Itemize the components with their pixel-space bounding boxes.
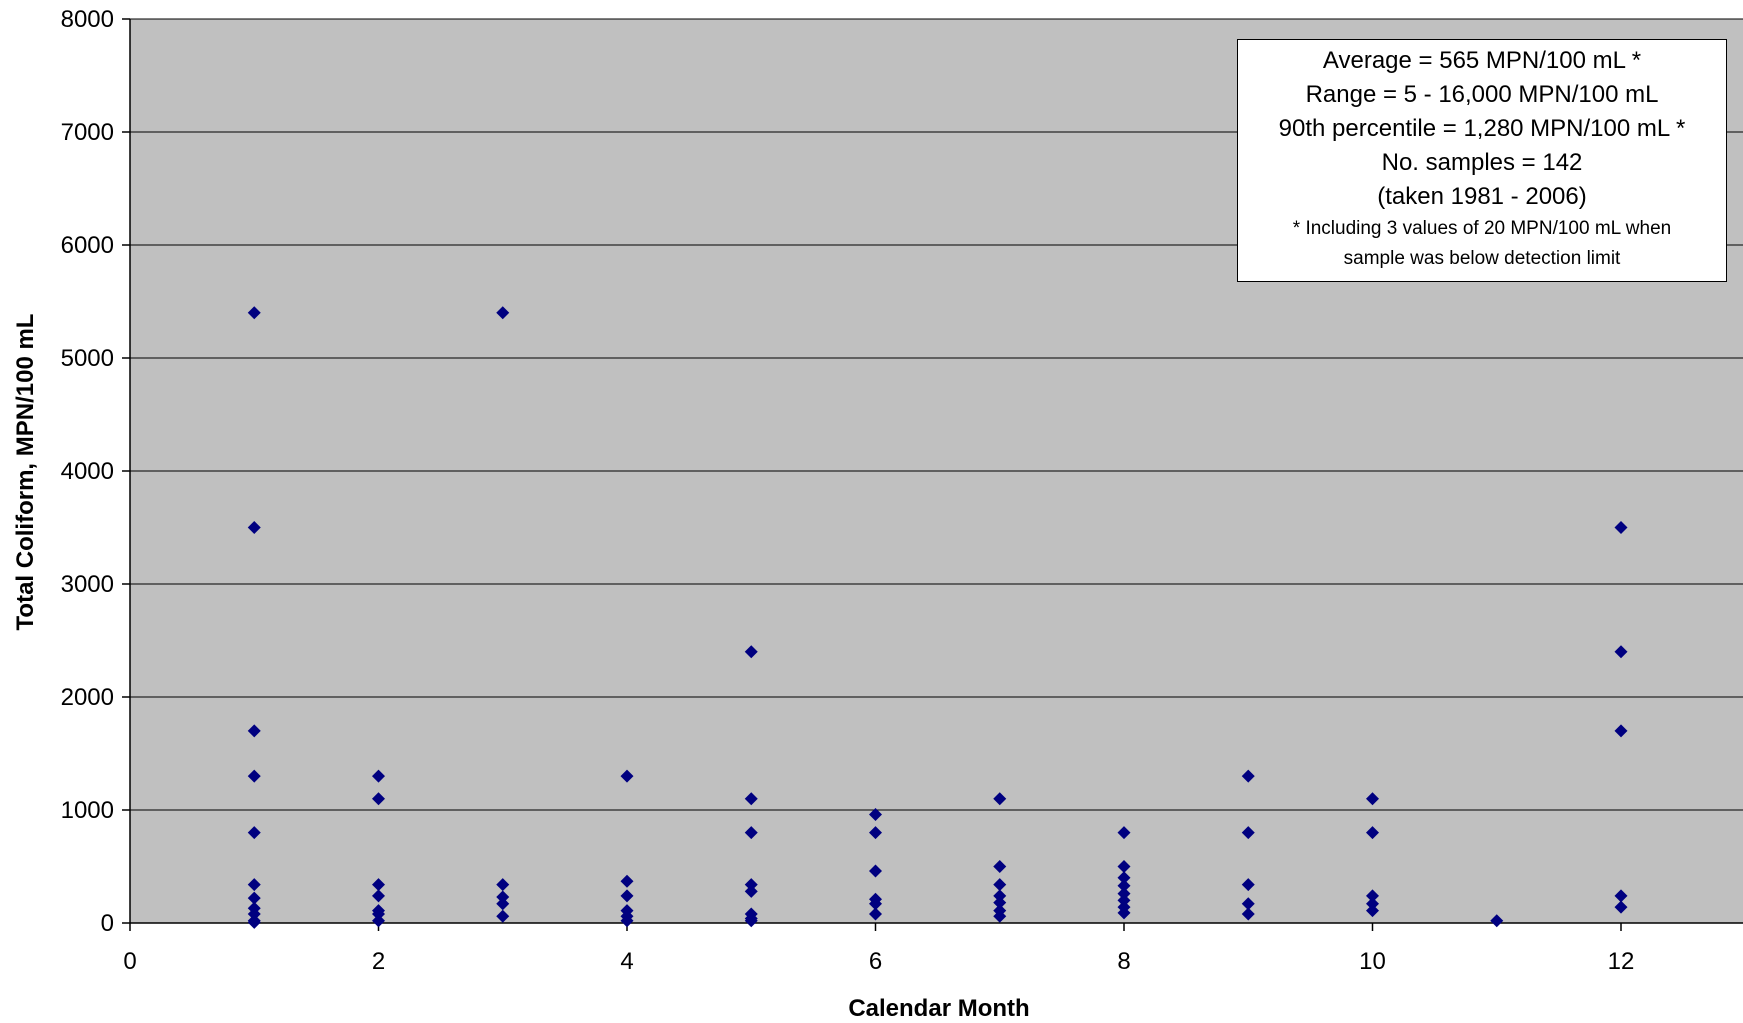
data-point-0-73: [1614, 900, 1628, 914]
data-point-0-10: [247, 915, 261, 929]
data-point-0-60: [1241, 878, 1255, 892]
data-point-0-54: [1117, 887, 1131, 901]
data-point-0-47: [993, 896, 1007, 910]
data-point-0-14: [372, 889, 385, 903]
data-point-0-68: [1490, 914, 1504, 928]
annotation-average: Average = 565 MPN/100 mL *: [1322, 47, 1642, 74]
y-tick-label-4000: 4000: [61, 458, 114, 485]
data-point-0-57: [1117, 906, 1131, 920]
data-point-0-64: [1366, 826, 1379, 840]
data-point-0-19: [496, 878, 510, 892]
data-point-0-17: [372, 914, 385, 928]
data-point-0-33: [744, 884, 758, 898]
annotation-90th-percentile: 90th percentile = 1,280 MPN/100 mL *: [1278, 115, 1686, 142]
data-point-0-21: [496, 897, 510, 911]
x-tick-label-12: 12: [1608, 948, 1635, 975]
annotation-range: Range = 5 - 16,000 MPN/100 mL: [1305, 81, 1659, 108]
data-point-0-31: [744, 826, 758, 840]
data-point-0-39: [869, 864, 882, 878]
data-point-0-43: [993, 792, 1007, 806]
y-tick-label-5000: 5000: [61, 345, 114, 372]
annotation-date-range: (taken 1981 - 2006): [1377, 183, 1587, 210]
data-point-0-66: [1366, 897, 1379, 911]
x-tick-label-0: 0: [123, 948, 136, 975]
annotation-sample-count: No. samples = 142: [1381, 149, 1583, 176]
statistics-annotation-box: Average = 565 MPN/100 mL * Range = 5 - 1…: [1237, 39, 1727, 282]
data-point-0-41: [869, 897, 882, 911]
data-point-0-62: [1241, 907, 1255, 921]
data-point-0-71: [1614, 724, 1628, 738]
data-point-0-16: [372, 907, 385, 921]
data-point-0-63: [1366, 792, 1379, 806]
data-point-0-28: [620, 914, 634, 928]
data-point-0-6: [247, 891, 261, 905]
data-point-0-22: [496, 909, 510, 923]
y-tick-label-8000: 8000: [61, 6, 114, 33]
data-point-0-42: [869, 907, 882, 921]
data-point-0-25: [620, 889, 634, 903]
data-point-0-58: [1241, 769, 1255, 783]
y-tick-label-0: 0: [101, 910, 114, 937]
data-point-0-61: [1241, 897, 1255, 911]
data-point-0-18: [496, 306, 510, 320]
data-point-0-11: [372, 769, 385, 783]
x-tick-label-10: 10: [1359, 948, 1386, 975]
data-point-0-13: [372, 878, 385, 892]
y-tick-label-2000: 2000: [61, 684, 114, 711]
data-point-0-3: [247, 769, 261, 783]
data-point-0-65: [1366, 889, 1379, 903]
y-tick-label-7000: 7000: [61, 119, 114, 146]
data-point-0-70: [1614, 645, 1628, 659]
data-point-0-44: [993, 860, 1007, 873]
y-tick-label-1000: 1000: [61, 797, 114, 824]
data-point-0-0: [247, 306, 261, 320]
y-tick-label-3000: 3000: [61, 571, 114, 598]
data-point-0-24: [620, 874, 634, 888]
data-point-0-59: [1241, 826, 1255, 840]
data-point-0-12: [372, 792, 385, 806]
x-tick-label-6: 6: [869, 948, 882, 975]
data-point-0-32: [744, 878, 758, 892]
data-point-0-69: [1614, 521, 1628, 534]
data-point-0-23: [620, 769, 634, 783]
data-point-0-67: [1366, 904, 1379, 918]
data-point-0-52: [1117, 871, 1131, 885]
x-axis-title: Calendar Month: [848, 995, 1029, 1022]
x-tick-label-4: 4: [620, 948, 633, 975]
data-point-0-37: [869, 808, 882, 822]
x-tick-label-8: 8: [1117, 948, 1130, 975]
data-point-0-72: [1614, 889, 1628, 903]
data-point-0-46: [993, 889, 1007, 903]
x-tick-label-2: 2: [372, 948, 385, 975]
annotation-footnote-line-1: * Including 3 values of 20 MPN/100 mL wh…: [1292, 218, 1672, 239]
data-point-0-1: [247, 521, 261, 534]
data-point-0-5: [247, 878, 261, 892]
annotation-footnote-line-2: sample was below detection limit: [1343, 248, 1621, 269]
data-point-0-49: [993, 909, 1007, 923]
data-point-0-38: [869, 826, 882, 840]
data-point-0-36: [744, 914, 758, 928]
data-point-0-29: [744, 645, 758, 659]
data-point-0-45: [993, 878, 1007, 892]
data-point-0-30: [744, 792, 758, 806]
data-point-0-51: [1117, 860, 1131, 873]
data-point-0-55: [1117, 893, 1131, 907]
data-point-0-50: [1117, 826, 1131, 840]
data-point-0-8: [247, 907, 261, 921]
y-axis-title: Total Coliform, MPN/100 mL: [12, 314, 39, 631]
data-point-0-20: [496, 890, 510, 904]
data-point-0-53: [1117, 879, 1131, 893]
data-point-0-2: [247, 724, 261, 738]
y-tick-label-6000: 6000: [61, 232, 114, 259]
data-point-0-4: [247, 826, 261, 840]
